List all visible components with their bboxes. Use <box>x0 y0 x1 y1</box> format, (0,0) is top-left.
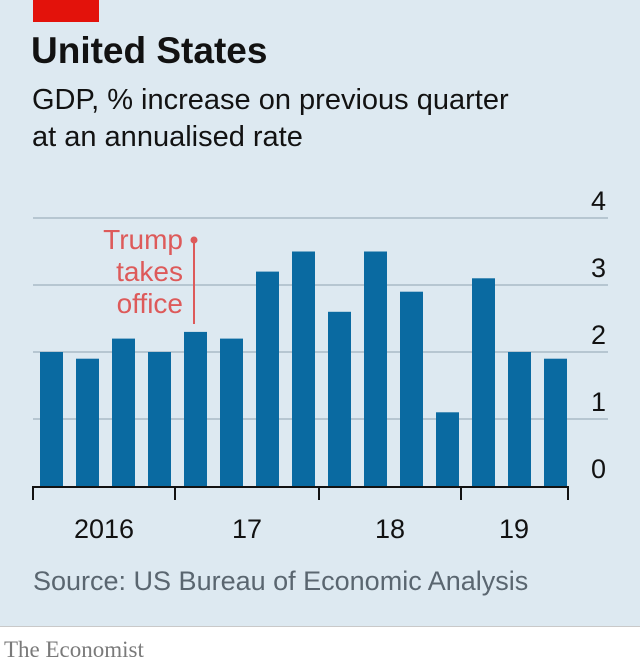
source-note: Source: US Bureau of Economic Analysis <box>33 566 529 596</box>
bar-2016-q4 <box>148 352 171 486</box>
brand-name: The Economist <box>4 637 144 662</box>
chart-subtitle-line-2: at an annualised rate <box>32 121 303 153</box>
brand-accent-tab <box>33 0 99 22</box>
bar-2018-q2 <box>364 251 387 486</box>
bars <box>40 251 567 486</box>
y-tick-label-3: 3 <box>591 253 606 283</box>
bar-2019-q3 <box>544 358 567 486</box>
footer-divider <box>0 626 640 627</box>
chart-title: United States <box>31 30 268 71</box>
bar-2016-q3 <box>112 338 135 486</box>
y-tick-label-4: 4 <box>591 186 606 216</box>
bar-2017-q3 <box>256 271 279 486</box>
bar-2018-q1 <box>328 311 351 486</box>
bar-2019-q1 <box>472 278 495 486</box>
x-tick-label-2016: 2016 <box>74 514 134 544</box>
bar-2018-q3 <box>400 291 423 486</box>
x-axis-tick-labels: 2016 17 18 19 <box>74 514 529 544</box>
annotation-text-line-2: takes <box>116 256 183 287</box>
x-tick-label-17: 17 <box>232 514 262 544</box>
bar-2019-q2 <box>508 352 531 486</box>
x-tick-label-19: 19 <box>499 514 529 544</box>
x-tick-label-18: 18 <box>375 514 405 544</box>
y-axis-tick-labels: 0 1 2 3 4 <box>591 186 606 484</box>
chart-subtitle-line-1: GDP, % increase on previous quarter <box>32 84 509 116</box>
x-axis <box>32 486 569 500</box>
y-tick-label-2: 2 <box>591 320 606 350</box>
annotation-text-line-1: Trump <box>103 224 183 255</box>
bar-2017-q2 <box>220 338 243 486</box>
bar-2016-q1 <box>40 352 63 486</box>
y-tick-label-0: 0 <box>591 454 606 484</box>
bar-2016-q2 <box>76 358 99 486</box>
annotation-text-line-3: office <box>117 288 183 319</box>
chart-panel: United States GDP, % increase on previou… <box>0 0 640 626</box>
bar-2018-q4 <box>436 412 459 486</box>
annotation-marker-dot <box>190 236 198 244</box>
y-tick-label-1: 1 <box>591 387 606 417</box>
bar-2017-q1 <box>184 331 207 486</box>
bar-2017-q4 <box>292 251 315 486</box>
